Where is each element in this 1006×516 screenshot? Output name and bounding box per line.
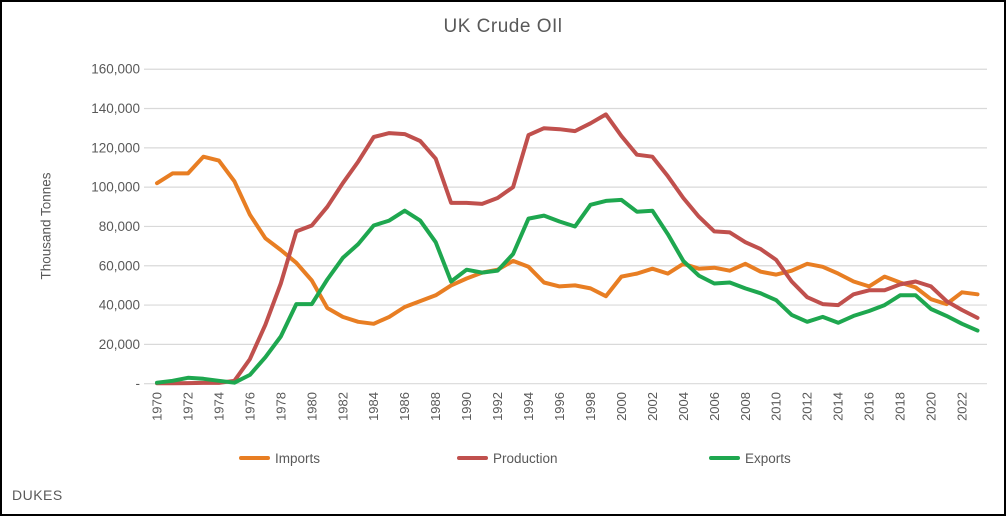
y-tick-label: 100,000	[91, 180, 140, 195]
x-tick-label: 1972	[180, 392, 195, 421]
x-tick-label: 2014	[831, 392, 846, 421]
series-line-imports	[155, 154, 980, 326]
x-tick-label: 1982	[335, 392, 350, 421]
x-tick-label: 1992	[490, 392, 505, 421]
legend-item-exports[interactable]: Exports	[709, 450, 791, 466]
x-tick-label: 2016	[862, 392, 877, 421]
x-tick-label: 2012	[800, 392, 815, 421]
x-tick-label: 1994	[521, 392, 536, 421]
y-tick-label: 40,000	[99, 298, 140, 313]
legend-label-production: Production	[493, 450, 558, 466]
legend-item-imports[interactable]: Imports	[239, 450, 320, 466]
chart-title: UK Crude OIl	[443, 16, 563, 37]
x-tick-label: 1996	[552, 392, 567, 421]
x-tick-label: 2020	[924, 392, 939, 421]
chart-legend: Imports Production Exports	[2, 450, 1004, 470]
legend-item-production[interactable]: Production	[457, 450, 558, 466]
production-line-swatch	[457, 456, 488, 460]
x-tick-label: 2006	[707, 392, 722, 421]
y-tick-label: 120,000	[91, 140, 140, 155]
x-tick-label: 1976	[242, 392, 257, 421]
series-line-production	[155, 112, 980, 386]
x-tick-label: 1990	[459, 392, 474, 421]
x-tick-label: 1998	[583, 392, 598, 421]
x-tick-label: 1988	[428, 392, 443, 421]
x-tick-label: 1974	[211, 392, 226, 421]
x-tick-label: 1970	[150, 392, 165, 421]
x-tick-label: 2002	[645, 392, 660, 421]
x-tick-label: 2008	[738, 392, 753, 421]
legend-label-imports: Imports	[275, 450, 321, 466]
y-tick-label: 60,000	[99, 258, 140, 273]
y-tick-label: 140,000	[91, 101, 140, 116]
imports-line-swatch	[239, 456, 270, 460]
y-tick-label: 20,000	[99, 337, 140, 352]
x-tick-label: 1980	[304, 392, 319, 421]
x-tick-label: 2018	[893, 392, 908, 421]
source-label: DUKES	[12, 487, 63, 503]
x-tick-label: 1986	[397, 392, 412, 421]
x-tick-label: 2010	[769, 392, 784, 421]
legend-label-exports: Exports	[745, 450, 791, 466]
x-tick-label: 2022	[954, 392, 969, 421]
y-tick-label: -	[136, 376, 141, 391]
x-tick-label: 2000	[614, 392, 629, 421]
x-tick-label: 1984	[366, 392, 381, 421]
x-tick-label: 2004	[676, 392, 691, 421]
y-tick-label: 160,000	[91, 62, 140, 77]
y-tick-label: 80,000	[99, 219, 140, 234]
x-tick-label: 1978	[273, 392, 288, 421]
series-line-exports	[155, 197, 980, 385]
exports-line-swatch	[709, 456, 740, 460]
